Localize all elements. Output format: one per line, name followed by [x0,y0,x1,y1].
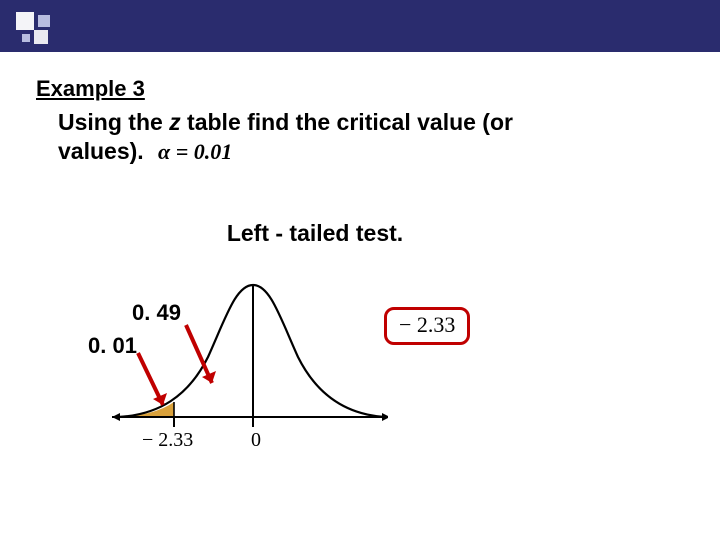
prompt-text: Using the z table find the critical valu… [58,108,684,166]
answer-neg-sign: − [399,312,411,337]
axis-label-neg233: − 2.33 [142,429,193,452]
slide-content: Example 3 Using the z table find the cri… [0,52,720,475]
alpha-value: = 0.01 [170,139,232,164]
prompt-line2: values). [58,138,144,164]
answer-box: − 2.33 [384,307,470,345]
alpha-symbol: α [158,139,170,164]
prompt-part-2: table find the critical value (or [181,109,513,135]
header-bar [0,0,720,52]
example-label: Example 3 [36,76,684,102]
prompt-part-1: Using the [58,109,169,135]
axis-arrow-left [112,413,120,421]
figure: 0. 49 0. 01 [88,255,608,475]
answer-value: 2.33 [411,312,455,337]
alpha-equation: α = 0.01 [158,139,232,164]
axis-label-zero: 0 [251,429,261,452]
test-type-label: Left - tailed test. [0,220,684,247]
axis-arrow-right [382,413,388,421]
normal-curve-svg [108,267,388,437]
z-italic: z [169,109,181,135]
